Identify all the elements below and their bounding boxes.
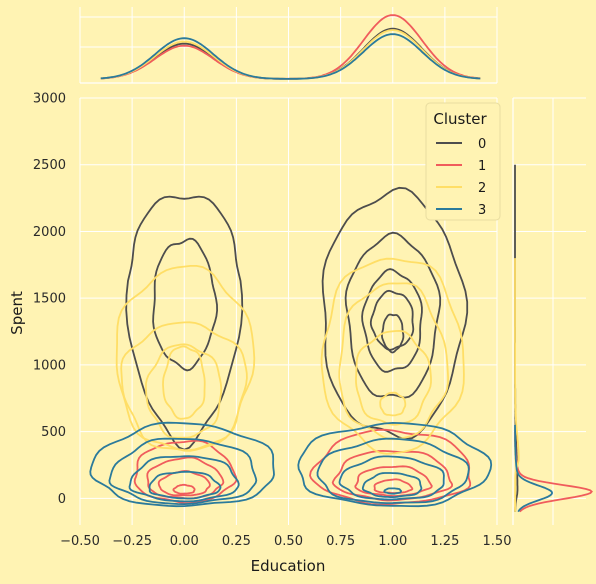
x-tick-label: 1.00 (378, 534, 407, 549)
contour-cluster-1 (373, 478, 414, 494)
contour-cluster-3 (89, 421, 275, 508)
y-tick-label: 0 (58, 492, 66, 507)
contour-cluster-2 (320, 257, 465, 455)
contour-cluster-3 (128, 455, 240, 503)
x-tick-label: 0.50 (274, 534, 303, 549)
contour-cluster-3 (338, 455, 445, 501)
contour-cluster-2 (144, 343, 223, 439)
contour-cluster-1 (309, 428, 472, 506)
contour-cluster-3 (316, 437, 470, 505)
right-marginal-curves (514, 164, 593, 513)
x-tick-labels: −0.50 −0.25 0.00 0.25 0.50 0.75 1.00 1.25 1.50 (60, 534, 511, 549)
top-kde-cluster-3 (100, 33, 481, 80)
x-tick-label: 1.50 (483, 534, 512, 549)
contour-cluster-2 (120, 321, 248, 452)
contour-cluster-0 (361, 268, 423, 373)
contour-cluster-2 (338, 282, 450, 441)
y-tick-label: 3000 (33, 92, 66, 107)
legend-frame (425, 102, 501, 221)
contour-cluster-0 (152, 237, 219, 372)
x-tick-label: 1.25 (430, 534, 459, 549)
x-tick-label: −0.50 (60, 534, 100, 549)
y-tick-label: 2000 (33, 225, 66, 240)
contour-cluster-2 (162, 345, 206, 420)
y-tick-label: 2500 (33, 158, 66, 173)
x-axis-label: Education (251, 557, 326, 575)
contour-cluster-2 (355, 329, 432, 426)
legend-label-cluster-3: 3 (478, 203, 486, 218)
contour-cluster-1 (172, 483, 196, 495)
legend: Cluster 0 1 2 3 (425, 102, 501, 221)
contour-cluster-2 (115, 265, 256, 452)
contour-cluster-3 (108, 437, 258, 506)
right-marginal-grid (512, 97, 586, 525)
contour-cluster-3 (148, 470, 222, 500)
contour-cluster-0 (344, 231, 442, 399)
contour-cluster-3 (361, 472, 423, 498)
x-tick-label: −0.25 (112, 534, 152, 549)
contour-cluster-3 (383, 487, 402, 495)
x-tick-label: 0.25 (222, 534, 251, 549)
y-axis-label: Spent (8, 291, 26, 335)
y-tick-label: 500 (41, 425, 66, 440)
legend-label-cluster-0: 0 (478, 137, 486, 152)
top-kde-cluster-2 (100, 29, 481, 80)
contour-cluster-0 (125, 195, 244, 451)
y-tick-label: 1500 (33, 292, 66, 307)
legend-label-cluster-1: 1 (478, 159, 486, 174)
right-kde-cluster-3 (514, 424, 554, 513)
main-plot-grid (79, 97, 498, 525)
contour-cluster-1 (157, 470, 211, 497)
x-tick-label: 0.00 (170, 534, 199, 549)
main-contours (89, 186, 493, 508)
contour-cluster-3 (297, 421, 493, 508)
y-tick-label: 1000 (33, 358, 66, 373)
x-tick-label: 0.75 (326, 534, 355, 549)
legend-label-cluster-2: 2 (478, 181, 486, 196)
top-marginal-grid (79, 7, 498, 84)
y-tick-labels: 0 500 1000 1500 2000 2500 3000 (33, 92, 66, 507)
legend-title: Cluster (433, 110, 487, 128)
contour-cluster-2 (379, 391, 407, 417)
contour-cluster-0 (369, 289, 415, 351)
top-marginal-curves (100, 14, 481, 80)
